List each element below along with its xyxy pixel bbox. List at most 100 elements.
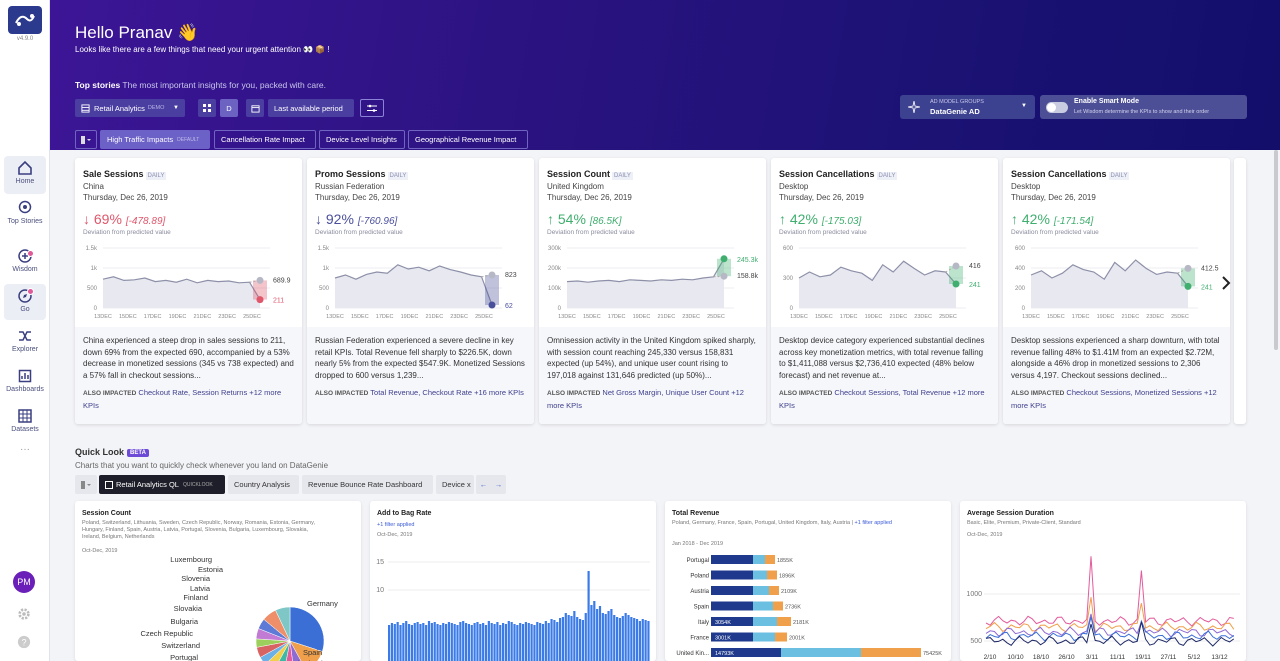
bar[interactable] <box>419 624 422 661</box>
bar[interactable] <box>624 613 627 661</box>
predicted-point[interactable] <box>952 262 960 270</box>
bar[interactable] <box>499 625 502 661</box>
arrow-left-icon[interactable]: ← <box>479 480 488 489</box>
nav-explorer[interactable]: Explorer <box>4 328 46 358</box>
bar[interactable] <box>533 625 536 661</box>
bar[interactable] <box>581 620 584 661</box>
actual-point[interactable] <box>720 255 728 263</box>
bar[interactable] <box>541 624 545 661</box>
pane-average-session-duration[interactable]: Average Session Duration Basic, Elite, P… <box>960 501 1246 661</box>
bar[interactable] <box>388 625 391 661</box>
card-also-impacted[interactable]: ALSO IMPACTED Net Gross Margin, Unique U… <box>547 387 758 411</box>
grid-view-button[interactable] <box>198 99 216 117</box>
pie-slice[interactable] <box>289 640 323 661</box>
bar[interactable] <box>439 625 442 661</box>
story-card[interactable]: Promo Sessions DAILY Russian Federation Thu… <box>307 158 534 424</box>
tab-cancellation-rate-impact[interactable]: Cancellation Rate Impact <box>214 130 316 149</box>
bar[interactable] <box>445 624 448 661</box>
bar[interactable] <box>407 624 411 661</box>
actual-point[interactable] <box>488 301 496 309</box>
bar-segment[interactable] <box>775 632 787 642</box>
predicted-point[interactable] <box>1184 264 1192 272</box>
bar-segment[interactable] <box>753 632 775 642</box>
nav-go[interactable]: Go <box>4 284 46 320</box>
bar[interactable] <box>596 609 599 661</box>
pane-filter[interactable]: +1 filter applied <box>854 520 892 526</box>
bar[interactable] <box>561 617 565 661</box>
bar[interactable] <box>550 619 553 661</box>
story-card[interactable]: Session Cancellations DAILY Desktop Thursda… <box>1003 158 1230 424</box>
nav-dashboards[interactable]: Dashboards <box>4 368 46 398</box>
bar[interactable] <box>521 624 525 661</box>
bar[interactable] <box>425 625 428 661</box>
bar-segment[interactable] <box>861 648 921 657</box>
bar[interactable] <box>516 625 519 661</box>
bar[interactable] <box>479 624 482 661</box>
predicted-point[interactable] <box>720 272 728 280</box>
bar[interactable] <box>564 613 567 661</box>
bar[interactable] <box>507 621 510 661</box>
bar[interactable] <box>433 622 436 661</box>
nav-top-stories[interactable]: Top Stories <box>4 200 46 236</box>
bar[interactable] <box>436 624 439 661</box>
bar[interactable] <box>399 625 402 661</box>
bar[interactable] <box>405 621 408 661</box>
nav-datasets[interactable]: Datasets <box>4 408 46 438</box>
bar-segment[interactable] <box>711 555 753 564</box>
series-line[interactable] <box>985 556 1234 627</box>
bar[interactable] <box>590 605 593 661</box>
bar[interactable] <box>527 623 530 661</box>
card-also-impacted[interactable]: ALSO IMPACTED Checkout Sessions, Total R… <box>779 387 990 411</box>
help-icon[interactable]: ? <box>17 635 31 649</box>
bar-segment[interactable] <box>711 570 753 580</box>
bar[interactable] <box>635 619 639 661</box>
bar[interactable] <box>601 613 604 661</box>
bar[interactable] <box>482 623 485 661</box>
bar[interactable] <box>496 622 499 661</box>
nav-more[interactable]: ··· <box>20 444 30 455</box>
bar-segment[interactable] <box>711 632 753 642</box>
bar[interactable] <box>618 618 622 661</box>
bar[interactable] <box>559 618 562 661</box>
filter-settings-button[interactable] <box>360 99 384 117</box>
bar[interactable] <box>570 616 573 661</box>
bar[interactable] <box>519 623 522 661</box>
bar[interactable] <box>556 622 559 661</box>
bar[interactable] <box>607 611 610 661</box>
bar-segment[interactable] <box>753 570 767 580</box>
bar[interactable] <box>410 625 413 661</box>
bar[interactable] <box>487 621 490 661</box>
bar[interactable] <box>593 601 596 661</box>
pie-slice[interactable] <box>274 640 291 661</box>
bar[interactable] <box>513 624 516 661</box>
bar-segment[interactable] <box>767 570 777 580</box>
granularity-button[interactable]: D <box>220 99 238 117</box>
actual-point[interactable] <box>256 296 264 304</box>
bar-segment[interactable] <box>753 555 765 564</box>
bar-segment[interactable] <box>765 555 775 564</box>
pie-slice[interactable] <box>289 640 306 661</box>
bar[interactable] <box>647 621 650 661</box>
bar[interactable] <box>450 623 453 661</box>
story-card[interactable]: Session Count DAILY United Kingdom Thursday… <box>539 158 766 424</box>
bar[interactable] <box>430 623 433 661</box>
bar[interactable] <box>396 622 399 661</box>
bar[interactable] <box>464 623 468 661</box>
pie-slice[interactable] <box>289 606 325 652</box>
nav-wisdom[interactable]: Wisdom <box>4 248 46 278</box>
bar[interactable] <box>627 615 630 661</box>
calendar-button[interactable] <box>246 99 264 117</box>
bar[interactable] <box>510 622 513 661</box>
avatar[interactable]: PM <box>13 571 35 593</box>
pane-session-count[interactable]: Session Count Poland, Switzerland, Lithu… <box>75 501 361 661</box>
bar[interactable] <box>442 623 445 661</box>
bar[interactable] <box>459 622 462 661</box>
bar[interactable] <box>616 617 619 661</box>
bar[interactable] <box>490 623 493 661</box>
bar[interactable] <box>630 617 633 661</box>
bar[interactable] <box>453 624 456 661</box>
tab-device-level-insights[interactable]: Device Level Insights <box>319 130 405 149</box>
series-line[interactable] <box>985 613 1235 638</box>
pane-filter[interactable]: +1 filter applied <box>377 522 415 528</box>
bar[interactable] <box>641 619 644 661</box>
